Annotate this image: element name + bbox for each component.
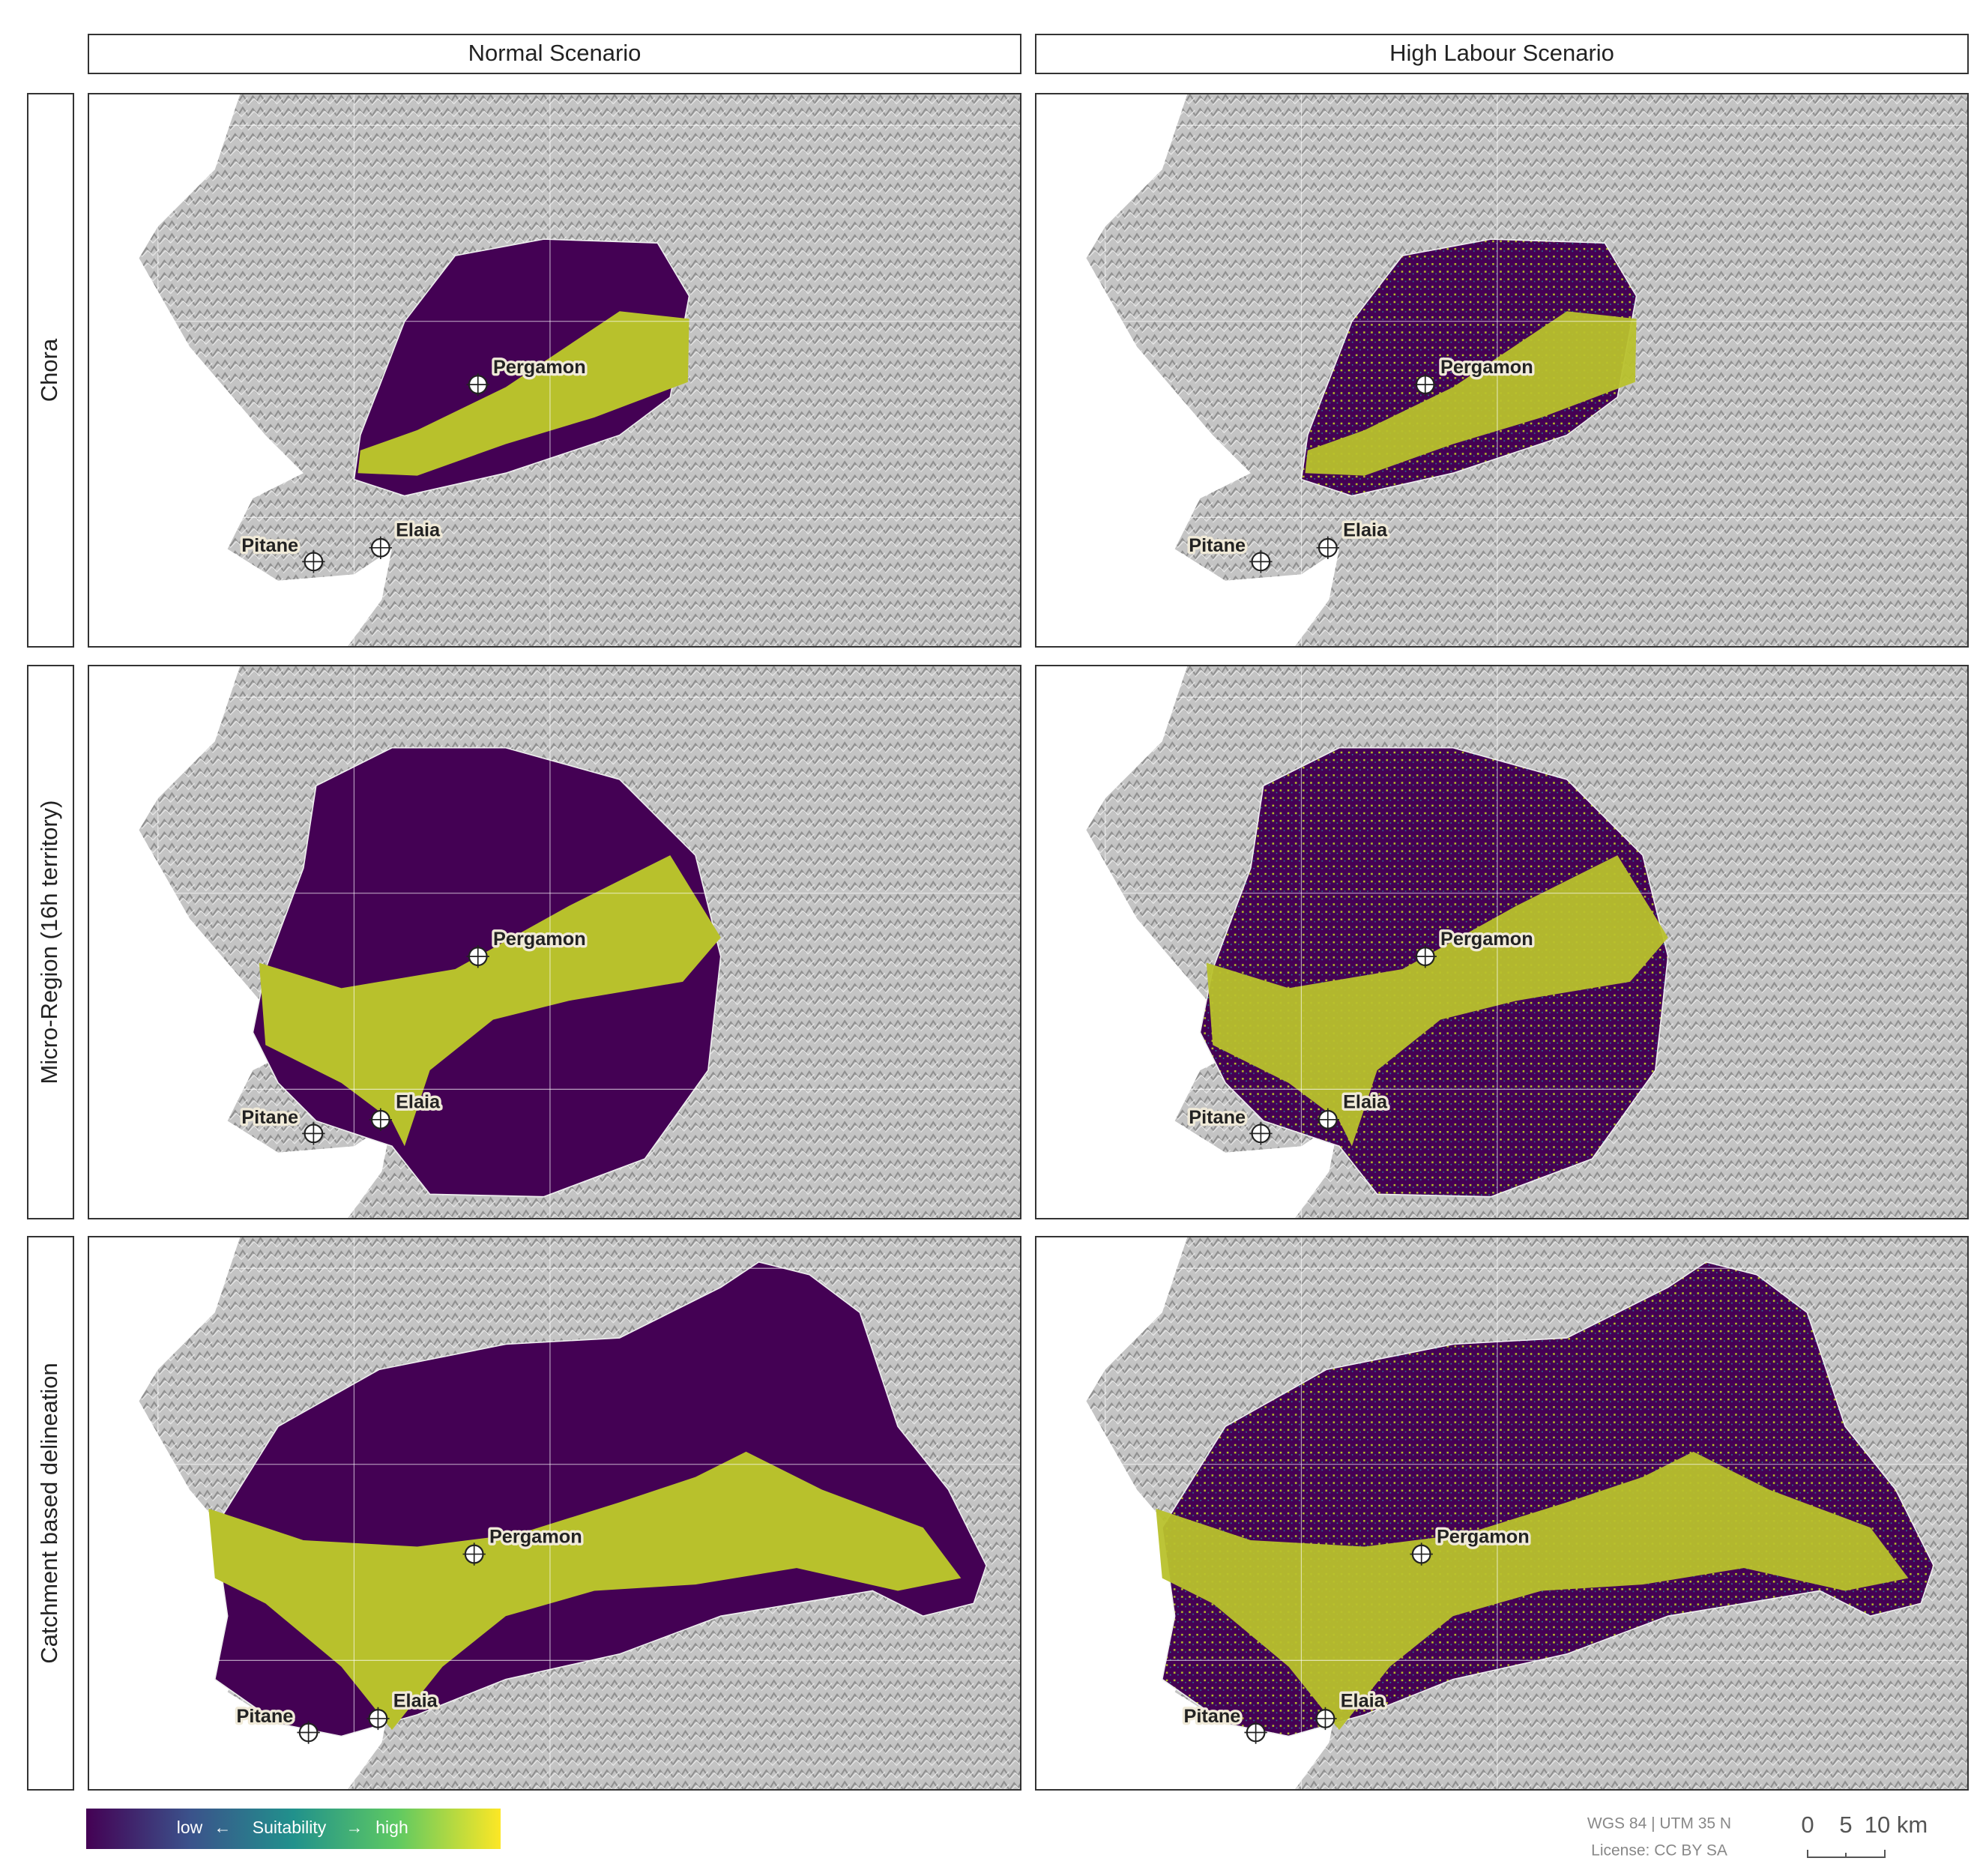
site-cross [1244,1721,1267,1744]
place-label: Elaia [393,1691,438,1712]
row-header: Chora [36,338,62,402]
place-label: Pergamon [489,1526,582,1547]
row-header-box [27,93,74,648]
place-label: Pergamon [1440,357,1533,378]
panel-frame [88,665,1021,1219]
place-label: Pergamon [1437,1526,1530,1547]
legend-high: high [375,1818,408,1837]
site-cross [466,373,489,396]
place-label: Elaia [1341,1691,1386,1712]
row-header: Catchment based delineation [36,1363,62,1664]
place-label: Pitane [1189,535,1246,556]
place-label: Pitane [241,1107,298,1128]
site-cross [1413,373,1437,396]
place-label: Pitane [1183,1706,1240,1727]
region-high [1305,311,1637,476]
place-label: Pergamon [493,929,586,950]
scale-bar [1807,1850,1886,1858]
panel-frame [1035,93,1969,648]
map-panel: Pergamon Pitane Elaia [1036,1237,1968,1791]
site-cross [1316,1108,1339,1131]
crs-label: WGS 84 | UTM 35 N [1587,1815,1731,1833]
column-header: Normal Scenario [468,40,642,66]
sea [1036,1237,1339,1790]
site-cross [1314,1707,1337,1731]
legend-arrow: → [346,1818,363,1837]
legend-arrow: ← [214,1818,232,1837]
map-panel: Pergamon Pitane Elaia [1036,666,1968,1219]
site-cross [1413,944,1437,968]
site-cross [302,1122,325,1145]
site-cross [366,1707,390,1731]
place-label: Pitane [241,535,298,556]
panel-frame [1035,665,1969,1219]
place-label: Elaia [396,1092,441,1113]
column-header-box [1035,34,1969,74]
site-cross [369,1108,392,1131]
map-panel: Pergamon Pitane Elaia [88,94,1021,648]
site-cross [369,536,392,559]
license-label: License: CC BY SA [1591,1842,1727,1860]
site-cross [302,550,325,573]
column-header: High Labour Scenario [1389,40,1614,66]
place-label: Elaia [396,520,441,541]
site-cross [466,944,489,968]
row-header-box [27,1236,74,1791]
map-panel: Pergamon Pitane Elaia [88,1237,1021,1791]
site-cross [462,1542,486,1566]
panel-frame [88,1236,1021,1791]
site-cross [1410,1542,1433,1566]
legend-low: low [177,1818,203,1837]
sea [88,94,392,647]
place-label: Pergamon [1440,929,1533,950]
scale-label: 0 [1801,1812,1814,1838]
panel-frame [88,93,1021,648]
scale-label: 10 km [1865,1812,1928,1838]
sea [88,666,392,1219]
site-cross [1249,1122,1273,1145]
region-high [1206,855,1668,1147]
site-cross [1316,536,1339,559]
scale-label: 5 [1839,1812,1852,1838]
place-label: Elaia [1343,520,1388,541]
site-cross [1249,550,1273,573]
map-panel: Pergamon Pitane Elaia [88,666,1021,1219]
place-label: Pitane [1189,1107,1246,1128]
region-high [357,311,689,476]
map-panel: Pergamon Pitane Elaia [1036,94,1968,648]
sea [1036,666,1339,1219]
place-label: Elaia [1343,1092,1388,1113]
panel-frame [1035,1236,1969,1791]
sea [88,1237,392,1790]
sea [1036,94,1339,647]
row-header-box [27,665,74,1219]
place-label: Pitane [236,1706,293,1727]
row-header: Micro-Region (16h territory) [36,800,62,1085]
column-header-box [88,34,1021,74]
region-high [259,855,721,1147]
place-label: Pergamon [493,357,586,378]
site-cross [297,1721,320,1744]
legend-title: Suitability [253,1818,327,1837]
legend-colorbar [86,1809,501,1849]
